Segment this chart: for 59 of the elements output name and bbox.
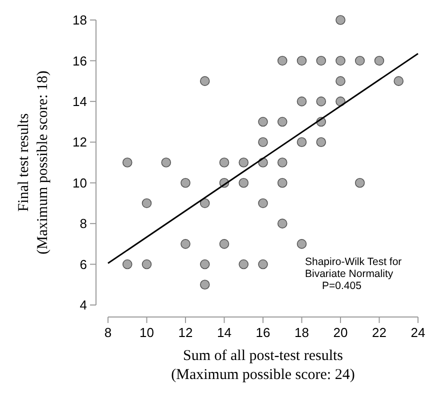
point (200, 76, 210, 86)
point (180, 239, 190, 249)
y-tick-label: 16 (72, 53, 87, 68)
point (394, 76, 404, 86)
point (238, 158, 249, 168)
point (258, 198, 268, 208)
x-tick-label: 24 (410, 325, 426, 340)
y-tick-label: 8 (80, 216, 87, 232)
x-tick-label: 8 (104, 325, 112, 340)
point (122, 259, 132, 270)
y-tick-label: 10 (72, 175, 87, 190)
point (296, 96, 307, 106)
point (316, 96, 326, 106)
point (277, 116, 288, 127)
point (142, 198, 152, 208)
point (200, 198, 210, 208)
point (219, 239, 230, 249)
x-tick-label: 16 (256, 325, 270, 340)
point (122, 158, 132, 168)
point (258, 116, 268, 127)
annotation: Shapiro-Wilk Test for Bivariate Normality P=0.405 (305, 256, 402, 292)
point (219, 158, 230, 168)
point (374, 56, 384, 66)
point (142, 259, 152, 270)
point (238, 259, 249, 270)
y-tick-label: 6 (80, 256, 87, 272)
point (277, 158, 288, 168)
y-tick-label: 14 (72, 94, 87, 109)
point (296, 137, 307, 148)
point (258, 259, 268, 270)
point (180, 178, 190, 188)
y-tick-label: 18 (72, 12, 87, 28)
point (316, 137, 326, 148)
point (354, 56, 365, 66)
point (316, 56, 326, 66)
point (200, 259, 210, 270)
point (200, 280, 210, 290)
point (336, 15, 346, 25)
x-tick-label: 20 (333, 325, 348, 340)
point (296, 239, 307, 249)
point (277, 218, 288, 228)
x-tick-label: 14 (217, 325, 232, 340)
point (277, 178, 288, 188)
point (238, 178, 249, 188)
point (336, 56, 346, 66)
x-axis-title: Sum of all post-test results (Maximum possible score: 24) (171, 348, 355, 383)
point (336, 76, 346, 86)
x-tick-label: 10 (140, 325, 154, 340)
point (161, 158, 172, 168)
x-tick-label: 22 (372, 325, 386, 340)
x-tick-label: 12 (178, 325, 193, 340)
point (277, 56, 288, 66)
point (296, 56, 307, 66)
point (258, 137, 268, 148)
point (354, 178, 365, 188)
y-axis-title: Final test results (Maximum possible score: 18) (16, 70, 51, 254)
y-tick-label: 4 (80, 298, 87, 313)
y-tick-label: 12 (72, 134, 87, 150)
x-tick-label: 18 (294, 325, 309, 340)
